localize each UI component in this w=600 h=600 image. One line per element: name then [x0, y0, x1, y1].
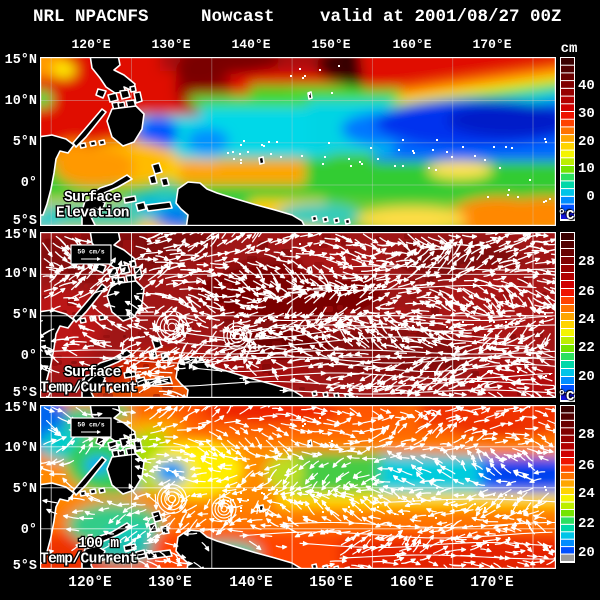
svg-text:Temp/Current: Temp/Current: [40, 552, 137, 568]
svg-text:Elevation: Elevation: [56, 206, 129, 222]
svg-text:50 cm/s: 50 cm/s: [77, 249, 104, 256]
svg-text:Surface: Surface: [64, 190, 121, 206]
svg-text:50 cm/s: 50 cm/s: [77, 422, 104, 429]
svg-text:Surface: Surface: [64, 365, 121, 381]
svg-text:Temp/Current: Temp/Current: [40, 381, 137, 397]
svg-text:100 m: 100 m: [78, 536, 119, 552]
